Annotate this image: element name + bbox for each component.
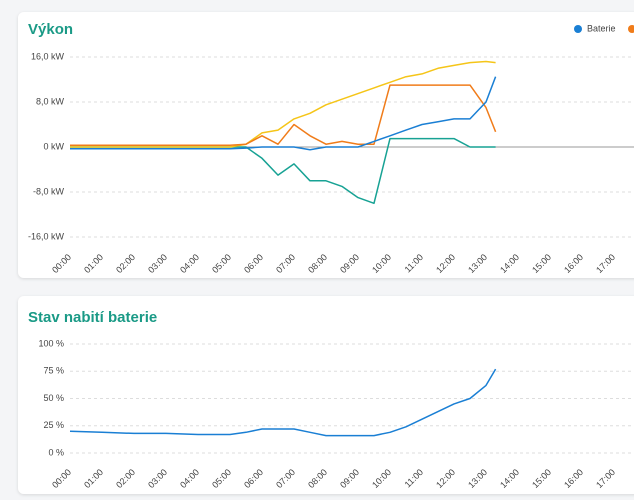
y-tick-label: 25 %	[43, 420, 64, 430]
card	[18, 12, 634, 278]
legend-marker	[574, 25, 582, 33]
y-tick-label: -8,0 kW	[33, 186, 65, 196]
series-line	[70, 76, 497, 151]
card	[18, 296, 634, 494]
legend-label: Baterie	[587, 23, 616, 33]
y-tick-label: 0 kW	[43, 141, 64, 151]
chart-title: Výkon	[28, 21, 73, 38]
y-tick-label: 50 %	[43, 393, 64, 403]
legend-marker	[628, 25, 634, 33]
series-line	[69, 368, 497, 437]
y-tick-label: 0 %	[48, 447, 64, 457]
y-tick-label: -16,0 kW	[28, 231, 65, 241]
y-tick-label: 8,0 kW	[36, 96, 65, 106]
y-tick-label: 75 %	[43, 366, 64, 376]
series-line	[70, 60, 496, 148]
y-tick-label: 16,0 kW	[31, 51, 65, 61]
y-tick-label: 100 %	[38, 338, 64, 348]
chart-title: Stav nabití baterie	[28, 309, 157, 326]
series-line	[70, 84, 497, 147]
